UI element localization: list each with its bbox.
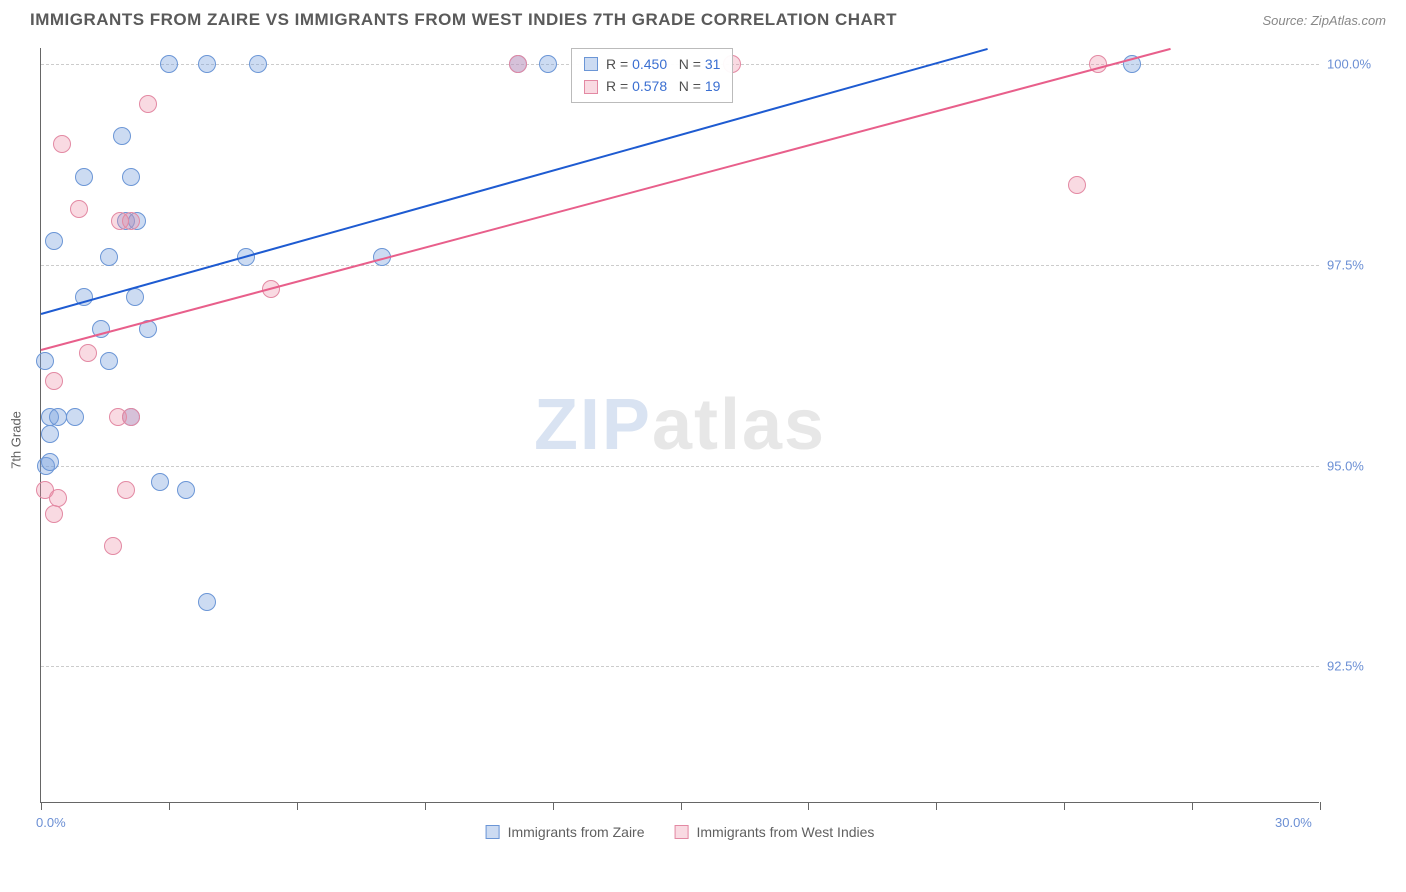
watermark: ZIPatlas xyxy=(534,384,826,466)
data-point xyxy=(122,408,140,426)
x-tick xyxy=(681,802,682,810)
series-legend: Immigrants from Zaire Immigrants from Wes… xyxy=(486,824,875,840)
data-point xyxy=(75,168,93,186)
x-tick xyxy=(1320,802,1321,810)
watermark-part1: ZIP xyxy=(534,385,652,465)
x-tick xyxy=(425,802,426,810)
x-tick xyxy=(1064,802,1065,810)
data-point xyxy=(139,95,157,113)
data-point xyxy=(45,372,63,390)
correlation-legend: R = 0.450 N = 31R = 0.578 N = 19 xyxy=(571,48,733,103)
x-tick xyxy=(1192,802,1193,810)
y-axis-title: 7th Grade xyxy=(9,411,24,469)
x-tick xyxy=(936,802,937,810)
plot-area: ZIPatlas 92.5%95.0%97.5%100.0%0.0%30.0%R… xyxy=(40,48,1319,803)
data-point xyxy=(509,55,527,73)
data-point xyxy=(41,425,59,443)
data-point xyxy=(53,135,71,153)
data-point xyxy=(249,55,267,73)
data-point xyxy=(79,344,97,362)
legend-text: R = 0.450 N = 31 xyxy=(606,53,720,75)
data-point xyxy=(100,248,118,266)
data-point xyxy=(539,55,557,73)
chart-title: IMMIGRANTS FROM ZAIRE VS IMMIGRANTS FROM… xyxy=(30,10,897,30)
x-tick-label: 30.0% xyxy=(1275,815,1312,830)
data-point xyxy=(70,200,88,218)
data-point xyxy=(198,593,216,611)
x-tick xyxy=(169,802,170,810)
gridline xyxy=(41,666,1319,667)
data-point xyxy=(117,481,135,499)
legend-row: R = 0.450 N = 31 xyxy=(584,53,720,75)
data-point xyxy=(126,288,144,306)
data-point xyxy=(36,352,54,370)
data-point xyxy=(160,55,178,73)
x-tick xyxy=(297,802,298,810)
gridline xyxy=(41,265,1319,266)
legend-swatch xyxy=(675,825,689,839)
watermark-part2: atlas xyxy=(652,385,826,465)
data-point xyxy=(1068,176,1086,194)
gridline xyxy=(41,466,1319,467)
data-point xyxy=(198,55,216,73)
data-point xyxy=(104,537,122,555)
chart-container: 7th Grade ZIPatlas 92.5%95.0%97.5%100.0%… xyxy=(40,48,1394,832)
y-tick-label: 95.0% xyxy=(1327,458,1387,473)
y-tick-label: 100.0% xyxy=(1327,57,1387,72)
trend-line xyxy=(41,48,988,315)
legend-swatch xyxy=(584,80,598,94)
legend-swatch xyxy=(584,57,598,71)
data-point xyxy=(113,127,131,145)
legend-row: R = 0.578 N = 19 xyxy=(584,75,720,97)
x-tick xyxy=(553,802,554,810)
x-tick xyxy=(808,802,809,810)
data-point xyxy=(151,473,169,491)
data-point xyxy=(122,168,140,186)
x-tick-label: 0.0% xyxy=(36,815,66,830)
legend-label: Immigrants from West Indies xyxy=(697,824,875,840)
legend-label: Immigrants from Zaire xyxy=(508,824,645,840)
source-label: Source: ZipAtlas.com xyxy=(1262,13,1386,28)
legend-text: R = 0.578 N = 19 xyxy=(606,75,720,97)
x-tick xyxy=(41,802,42,810)
data-point xyxy=(49,408,67,426)
legend-swatch xyxy=(486,825,500,839)
data-point xyxy=(66,408,84,426)
legend-item: Immigrants from Zaire xyxy=(486,824,645,840)
data-point xyxy=(41,453,59,471)
data-point xyxy=(122,212,140,230)
data-point xyxy=(45,505,63,523)
legend-item: Immigrants from West Indies xyxy=(675,824,875,840)
y-tick-label: 97.5% xyxy=(1327,257,1387,272)
data-point xyxy=(45,232,63,250)
data-point xyxy=(100,352,118,370)
data-point xyxy=(177,481,195,499)
y-tick-label: 92.5% xyxy=(1327,659,1387,674)
